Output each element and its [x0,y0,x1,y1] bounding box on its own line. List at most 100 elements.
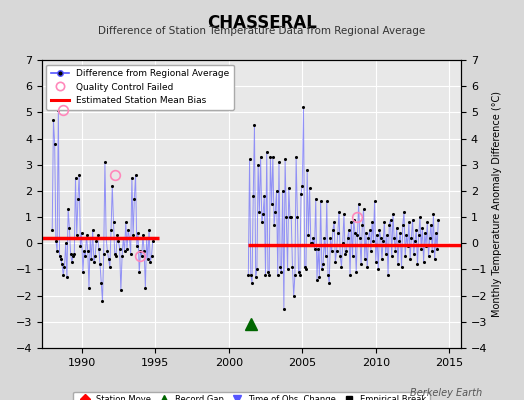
Point [92,238,101,244]
Point [352,269,361,275]
Point [336,253,344,260]
Point [298,182,307,189]
Point [286,214,294,220]
Point [302,266,310,273]
Point [422,243,430,249]
Point [345,227,353,233]
Point [104,256,113,262]
Point [263,148,271,155]
Point [64,206,72,212]
Point [394,261,402,268]
Point [423,219,431,226]
Point [430,256,439,262]
Point [363,264,372,270]
Point [389,211,397,218]
Point [319,261,328,268]
Legend: Station Move, Record Gap, Time of Obs. Change, Empirical Break: Station Move, Record Gap, Time of Obs. C… [73,392,430,400]
Point [81,253,90,260]
Point [281,156,289,163]
Point [270,222,278,228]
Point [337,264,346,270]
Point [285,185,293,192]
Point [401,253,409,260]
Point [102,235,111,241]
Point [308,240,316,246]
Point [314,245,322,252]
Point [276,264,285,270]
Point [316,198,325,204]
Point [74,196,82,202]
Point [377,235,385,241]
Point [148,238,157,244]
Point [61,240,70,246]
Point [53,248,61,254]
Y-axis label: Monthly Temperature Anomaly Difference (°C): Monthly Temperature Anomaly Difference (… [492,91,501,317]
Point [414,232,423,239]
Point [119,235,127,241]
Point [49,117,58,124]
Point [385,222,394,228]
Point [54,106,62,113]
Point [343,235,352,241]
Point [373,232,381,239]
Point [351,230,359,236]
Point [60,264,69,270]
Point [275,159,283,165]
Point [121,248,129,254]
Point [68,258,76,265]
Point [421,230,429,236]
Point [59,272,68,278]
Point [143,235,151,241]
Point [65,224,73,231]
Point [139,232,147,239]
Point [144,256,152,262]
Point [359,206,368,212]
Point [254,162,263,168]
Point [147,253,156,260]
Point [347,219,355,226]
Point [292,154,300,160]
Point [265,272,274,278]
Point [318,266,326,273]
Point [146,258,155,265]
Text: Berkeley Earth: Berkeley Earth [410,388,482,398]
Point [397,264,406,270]
Point [309,235,318,241]
Point [323,198,331,204]
Point [277,269,286,275]
Point [412,227,420,233]
Point [71,175,80,181]
Point [361,256,369,262]
Point [375,227,384,233]
Point [395,238,403,244]
Point [391,248,400,254]
Point [429,211,438,218]
Point [406,256,414,262]
Point [255,209,264,215]
Point [86,235,94,241]
Point [80,248,88,254]
Point [301,264,309,270]
Point [403,243,412,249]
Point [354,201,363,207]
Point [289,292,298,299]
Point [424,253,433,260]
Point [368,219,376,226]
Point [82,232,91,239]
Point [126,250,135,257]
Point [388,253,396,260]
Point [400,209,408,215]
Point [248,279,256,286]
Point [331,258,340,265]
Point [408,216,417,223]
Point [372,258,380,265]
Point [256,154,265,160]
Point [50,140,59,147]
Point [106,264,114,270]
Point [392,224,401,231]
Point [413,261,422,268]
Point [405,219,413,226]
Point [101,159,109,165]
Point [245,156,254,163]
Point [118,253,126,260]
